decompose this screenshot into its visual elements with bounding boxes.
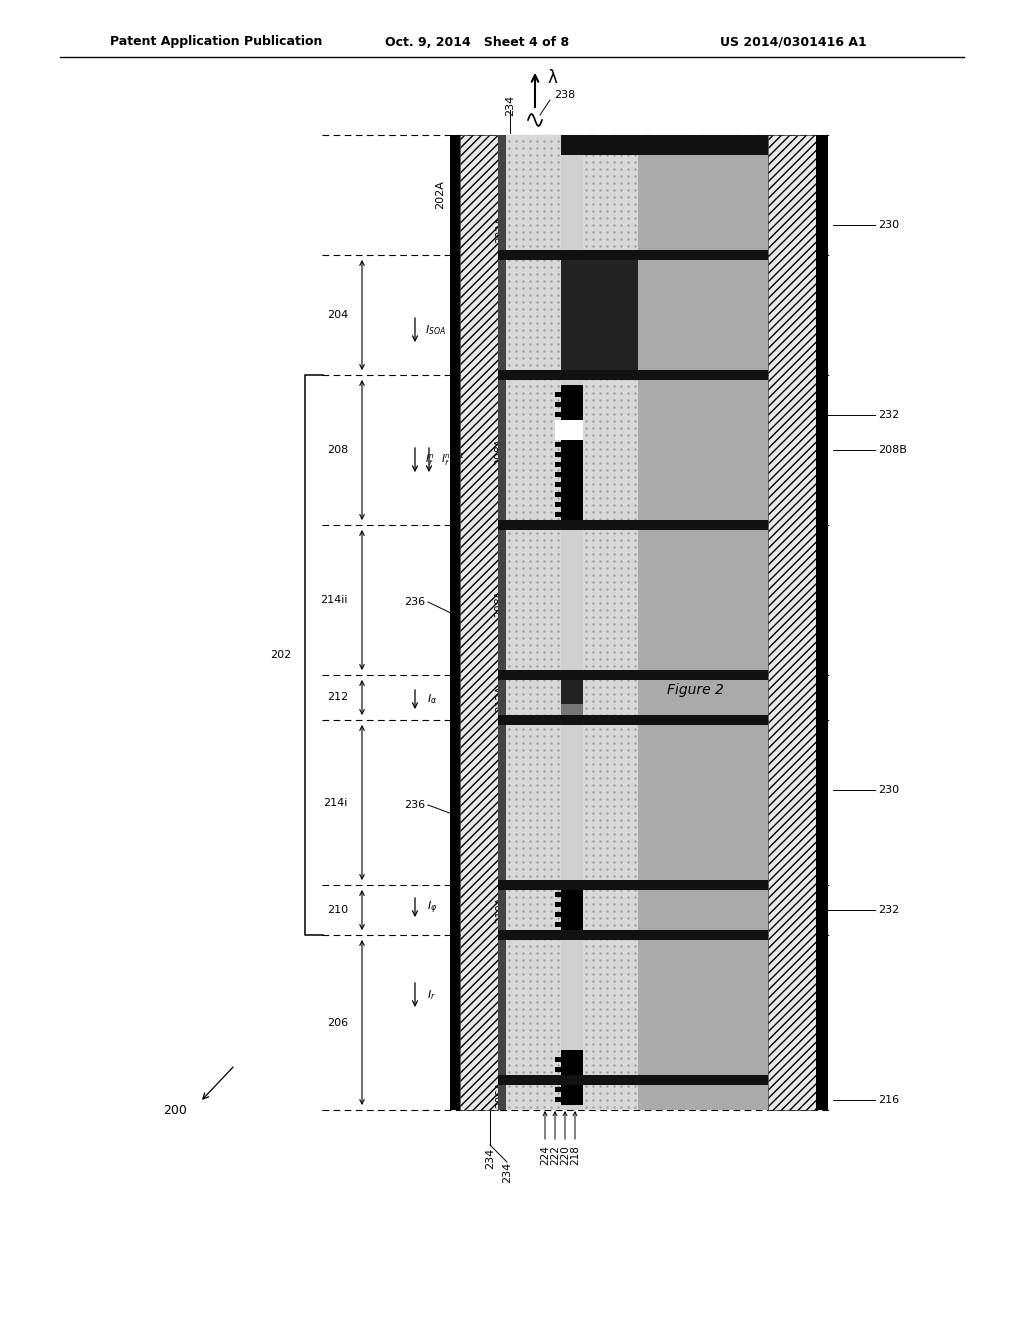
Bar [498,715,768,725]
Bar [555,1097,561,1102]
Bar [498,370,768,380]
Text: $I_r$: $I_r$ [427,989,436,1002]
Text: 214ii: 214ii [321,595,348,605]
Bar [555,462,561,467]
Bar [498,520,768,531]
Text: 230: 230 [878,785,899,795]
Text: 230: 230 [878,220,899,230]
Bar [816,135,828,1110]
Text: 234: 234 [505,94,515,116]
Text: 232: 232 [878,906,899,915]
Text: λ: λ [547,69,557,87]
Bar [498,249,768,260]
Bar [555,912,561,917]
Bar [460,135,498,1110]
Text: Patent Application Publication: Patent Application Publication [110,36,323,49]
Text: 208B: 208B [878,445,907,455]
Bar [555,392,561,397]
Bar [638,135,768,1110]
Text: 208A$_1$: 208A$_1$ [494,586,507,619]
Bar [555,482,561,487]
Bar [555,420,583,440]
Text: 212: 212 [327,693,348,702]
Bar [561,890,583,931]
Bar [555,492,561,498]
Text: 210A: 210A [495,896,505,924]
Bar [561,704,583,715]
Text: $I_{\alpha}$: $I_{\alpha}$ [427,693,437,706]
Text: Figure 2: Figure 2 [667,682,723,697]
Text: $I_{SOA}$: $I_{SOA}$ [425,323,446,337]
Text: 232: 232 [878,411,899,420]
Bar [555,412,561,417]
Text: $I_{\varphi}$: $I_{\varphi}$ [427,899,437,916]
Bar [555,403,561,407]
Bar [506,135,561,1110]
Bar [555,512,561,517]
Text: 212A: 212A [495,685,505,711]
Bar [561,260,638,370]
Text: 238: 238 [554,90,575,100]
Bar [768,135,816,1110]
Bar [498,671,768,680]
Text: 234: 234 [502,1162,512,1183]
Bar [498,135,506,1110]
Text: 208A$_2$: 208A$_2$ [494,433,507,466]
Text: 218: 218 [570,1144,580,1166]
Text: 236: 236 [403,800,425,810]
Text: 202: 202 [269,649,291,660]
Bar [555,1057,561,1063]
Text: 216: 216 [878,1096,899,1105]
Bar [555,442,561,447]
Bar [561,135,583,1110]
Bar [555,1077,561,1082]
Text: 206A: 206A [495,1081,505,1109]
Text: 236: 236 [403,597,425,607]
Text: 234: 234 [485,1147,495,1168]
Text: 220: 220 [560,1146,570,1164]
Bar [555,1086,561,1092]
Text: $I_f^{n+1}$: $I_f^{n+1}$ [441,451,464,469]
Text: US 2014/0301416 A1: US 2014/0301416 A1 [720,36,866,49]
Bar [555,451,561,457]
Text: Oct. 9, 2014   Sheet 4 of 8: Oct. 9, 2014 Sheet 4 of 8 [385,36,569,49]
Bar [450,135,460,1110]
Bar [561,680,583,715]
Bar [555,902,561,907]
Text: 222: 222 [550,1144,560,1166]
Bar [498,880,768,890]
Bar [561,440,583,520]
Text: 210: 210 [327,906,348,915]
Bar [561,135,768,154]
Bar [555,473,561,477]
Text: 202A: 202A [495,216,505,243]
Text: 208: 208 [327,445,348,455]
Bar [555,502,561,507]
Text: 224: 224 [540,1144,550,1166]
Text: $I_f^n$: $I_f^n$ [425,453,435,467]
Bar [498,931,768,940]
Text: 214i: 214i [324,797,348,808]
Text: 202A: 202A [435,181,445,210]
Bar [561,385,583,420]
Bar [555,921,561,927]
Text: 204: 204 [327,310,348,319]
Bar [561,1049,583,1105]
Text: 200: 200 [163,1104,187,1117]
Text: 206: 206 [327,1018,348,1027]
Bar [555,1067,561,1072]
Bar [583,135,638,1110]
Bar [555,892,561,898]
Bar [498,1074,768,1085]
